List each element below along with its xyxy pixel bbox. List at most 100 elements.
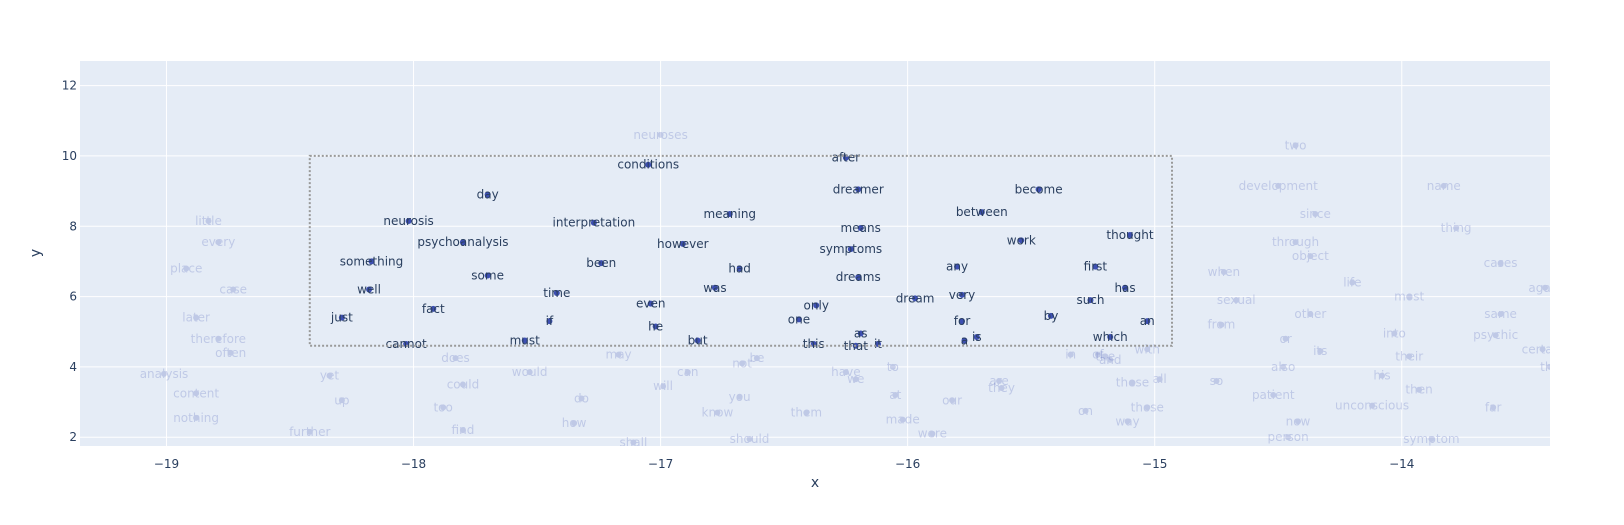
scatter-point[interactable]: will	[653, 379, 673, 393]
scatter-point[interactable]: yet	[320, 369, 339, 383]
scatter-point[interactable]: them	[791, 406, 822, 420]
scatter-point[interactable]: often	[215, 346, 246, 360]
scatter-point[interactable]: sexual	[1217, 293, 1256, 307]
scatter-point[interactable]: person	[1268, 430, 1309, 444]
scatter-point[interactable]: these	[1116, 376, 1149, 390]
scatter-point[interactable]: find	[452, 423, 475, 437]
scatter-point[interactable]: or	[1280, 332, 1292, 346]
scatter-point[interactable]: our	[942, 393, 962, 407]
scatter-point[interactable]: would	[512, 365, 548, 379]
scatter-point[interactable]: any	[946, 260, 968, 274]
scatter-point[interactable]: object	[1292, 249, 1329, 263]
scatter-point[interactable]: psychic	[1473, 328, 1518, 342]
scatter-point[interactable]: thought	[1106, 228, 1153, 242]
scatter-point[interactable]: well	[357, 283, 381, 297]
scatter-point[interactable]: further	[289, 425, 330, 439]
scatter-point[interactable]: must	[510, 334, 541, 348]
scatter-point[interactable]: but	[688, 334, 708, 348]
scatter-point[interactable]: thing	[1441, 221, 1472, 235]
scatter-point[interactable]: with	[1135, 342, 1160, 356]
scatter-point[interactable]: later	[182, 311, 210, 325]
scatter-point[interactable]: could	[447, 377, 480, 391]
scatter-point[interactable]: after	[832, 151, 860, 165]
scatter-point[interactable]: an	[1140, 314, 1155, 328]
scatter-point[interactable]: should	[730, 432, 770, 446]
scatter-point[interactable]: neurosis	[383, 214, 433, 228]
scatter-point[interactable]: content	[173, 386, 219, 400]
scatter-point[interactable]: shall	[619, 435, 647, 449]
scatter-point[interactable]: can	[677, 365, 699, 379]
scatter-point[interactable]: has	[1114, 281, 1135, 295]
scatter-point[interactable]: into	[1383, 326, 1406, 340]
scatter-point[interactable]: since	[1300, 207, 1331, 221]
scatter-point[interactable]: case	[219, 283, 247, 297]
scatter-point[interactable]: been	[586, 256, 616, 270]
scatter-point[interactable]: interpretation	[553, 216, 636, 230]
scatter-point[interactable]: the	[1095, 349, 1115, 363]
scatter-point[interactable]: the	[1540, 360, 1560, 374]
scatter-point[interactable]: you	[729, 390, 751, 404]
scatter-point[interactable]: have	[831, 365, 860, 379]
scatter-point[interactable]: had	[728, 261, 751, 275]
scatter-point[interactable]: some	[471, 268, 504, 282]
scatter-point[interactable]: if	[546, 314, 554, 328]
scatter-point[interactable]: symptoms	[819, 242, 882, 256]
scatter-point[interactable]: dream	[896, 291, 935, 305]
scatter-point[interactable]: one	[788, 312, 810, 326]
scatter-point[interactable]: do	[574, 392, 589, 406]
scatter-point[interactable]: same	[1484, 307, 1517, 321]
scatter-point[interactable]: cases	[1484, 256, 1518, 270]
scatter-point[interactable]: something	[340, 254, 404, 268]
scatter-point[interactable]: up	[334, 393, 349, 407]
scatter-point[interactable]: between	[956, 205, 1008, 219]
scatter-point[interactable]: then	[1405, 383, 1432, 397]
scatter-point[interactable]: unconscious	[1335, 399, 1409, 413]
scatter-point[interactable]: he	[648, 319, 663, 333]
scatter-point[interactable]: through	[1272, 235, 1319, 249]
scatter-point[interactable]: cannot	[386, 337, 428, 351]
scatter-point[interactable]: two	[1285, 138, 1307, 152]
scatter-point[interactable]: only	[804, 298, 829, 312]
scatter-point[interactable]: means	[841, 221, 881, 235]
scatter-point[interactable]: may	[606, 348, 632, 362]
scatter-point[interactable]: now	[1286, 414, 1311, 428]
scatter-point[interactable]: of	[1092, 348, 1104, 362]
scatter-point[interactable]: and	[1099, 353, 1122, 367]
scatter-point[interactable]: very	[949, 288, 976, 302]
scatter-point[interactable]: to	[887, 360, 899, 374]
scatter-point[interactable]: however	[657, 237, 709, 251]
scatter-point[interactable]: little	[195, 214, 222, 228]
scatter-point[interactable]: way	[1115, 414, 1139, 428]
scatter-point[interactable]: when	[1208, 265, 1240, 279]
selection-box[interactable]	[308, 154, 1173, 347]
scatter-point[interactable]: become	[1015, 182, 1063, 196]
scatter-point[interactable]: dreams	[836, 270, 881, 284]
scatter-point[interactable]: not	[732, 356, 752, 370]
scatter-point[interactable]: again	[1528, 281, 1561, 295]
scatter-point[interactable]: also	[1271, 360, 1295, 374]
scatter-point[interactable]: they	[988, 381, 1015, 395]
scatter-point[interactable]: every	[201, 235, 235, 249]
scatter-point[interactable]: such	[1076, 293, 1104, 307]
scatter-point[interactable]: made	[886, 413, 920, 427]
scatter-point[interactable]: were	[918, 427, 947, 441]
scatter-point[interactable]: by	[1044, 309, 1059, 323]
scatter-point[interactable]: fact	[422, 302, 445, 316]
scatter-point[interactable]: just	[330, 311, 353, 325]
scatter-point[interactable]: which	[1093, 330, 1128, 344]
scatter-point[interactable]: his	[1373, 369, 1390, 383]
scatter-point[interactable]: this	[803, 337, 825, 351]
scatter-point[interactable]: does	[441, 351, 470, 365]
scatter-point[interactable]: know	[702, 406, 734, 420]
scatter-point[interactable]: their	[1395, 349, 1423, 363]
scatter-point[interactable]: from	[1207, 318, 1235, 332]
scatter-point[interactable]: was	[703, 281, 726, 295]
scatter-point[interactable]: too	[433, 400, 452, 414]
scatter-point[interactable]: far	[1485, 400, 1502, 414]
scatter-point[interactable]: symptom	[1403, 432, 1459, 446]
scatter-point[interactable]: a	[961, 334, 968, 348]
scatter-point[interactable]: neuroses	[633, 128, 688, 142]
scatter-point[interactable]: analysis	[140, 367, 189, 381]
scatter-point[interactable]: therefore	[191, 332, 246, 346]
scatter-point[interactable]: nothing	[173, 411, 219, 425]
